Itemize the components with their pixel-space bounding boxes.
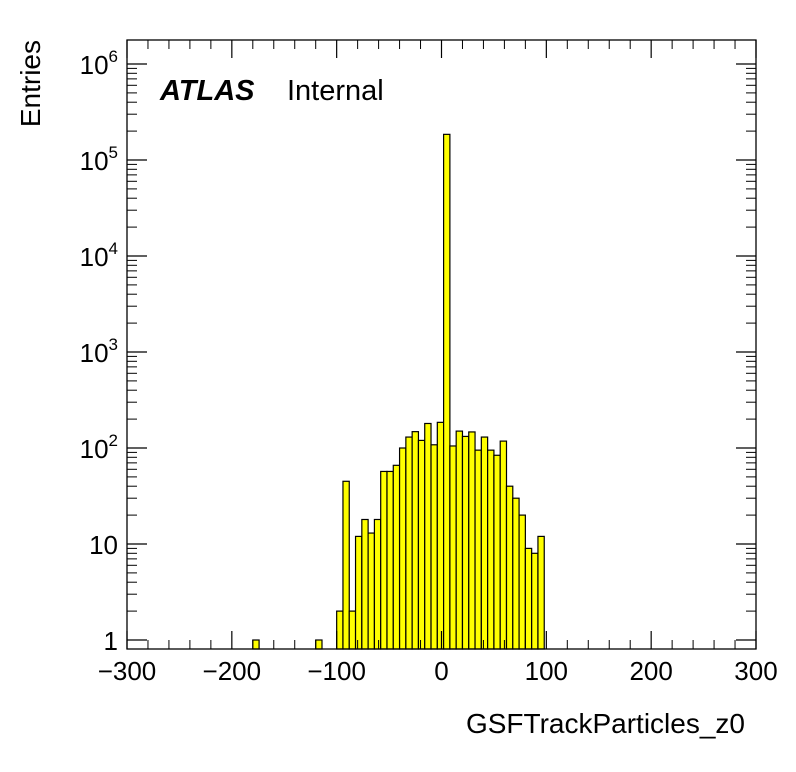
histogram-bar [480,436,489,650]
histogram-bar [336,610,344,650]
x-tick-label: −200 [203,656,262,686]
histogram-bar [505,485,514,650]
histogram-bar [468,431,476,650]
y-axis-title: Entries [15,40,46,127]
histogram-bar [373,518,382,650]
histogram-bar [524,547,533,650]
histogram-bar [411,431,420,650]
histogram-bar [252,639,260,650]
histogram-bar [417,439,426,650]
histogram-bar [405,436,413,650]
x-tick-labels: −300 −200 −100 0 100 200 300 [98,656,778,686]
histogram-bar [449,445,457,650]
histogram-bar [499,440,508,650]
histogram-bar [531,552,539,650]
histogram-bar [436,421,445,650]
y-tick-label: 104 [80,239,118,272]
histogram-bar [424,422,432,650]
x-tick-label: 200 [629,656,672,686]
y-tick-label: 103 [80,335,118,368]
x-axis-title: GSFTrackParticles_z0 [466,708,745,739]
y-tick-label: 10 [89,530,118,560]
histogram-bar [392,464,401,650]
x-tick-label: 0 [434,656,448,686]
histogram-bar [537,535,545,650]
y-tick-label: 106 [80,47,118,80]
y-tick-label: 105 [80,143,118,176]
histogram-bar [518,514,526,650]
major-ticks [126,40,757,649]
plot-frame [126,39,757,650]
histogram-bar [430,444,438,650]
internal-label: Internal [287,75,384,107]
histogram-bar [461,435,470,650]
histogram-bar [443,133,451,650]
x-tick-label: 100 [525,656,568,686]
histogram-bar [493,454,501,650]
x-tick-label: −100 [307,656,366,686]
y-tick-label: 102 [80,431,118,464]
histogram-bar [474,449,482,650]
atlas-label: ATLAS [159,75,255,107]
histogram-bar [386,470,394,650]
histogram-bar [455,430,464,650]
minor-ticks [127,40,756,649]
histogram-bar [348,610,357,650]
y-tick-label: 1 [104,626,118,656]
histogram-bar [380,470,388,650]
histogram-bar [398,447,407,650]
histogram-bar [512,497,520,650]
histogram-bar [367,532,376,650]
histogram-bar [361,518,369,650]
x-tick-label: −300 [98,656,157,686]
histogram-bar [342,480,350,650]
y-tick-labels: 1 10 102 103 104 105 106 [80,47,118,656]
x-tick-label: 300 [734,656,777,686]
histogram-bar [315,639,323,650]
histogram-bar [487,449,495,650]
histogram-bars [252,133,545,650]
histogram-bar [354,535,363,650]
